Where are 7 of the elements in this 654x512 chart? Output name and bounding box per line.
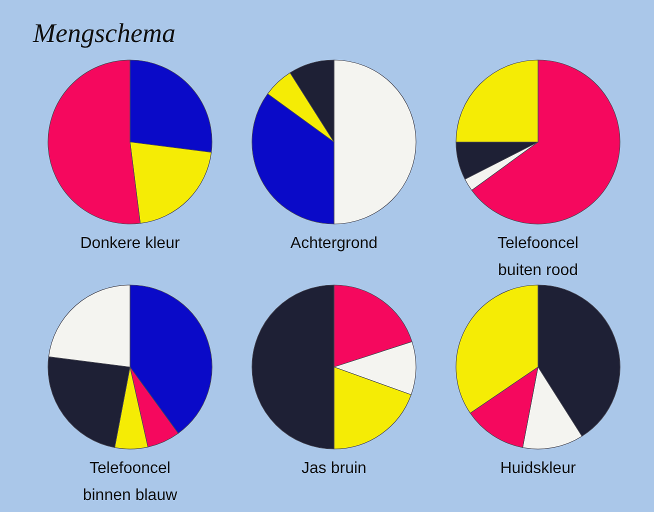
text: Achtergrond: [290, 235, 378, 252]
text: Mengschema: [32, 18, 176, 48]
text: Huidskleur: [500, 460, 576, 477]
text: Telefooncel buiten rood: [498, 235, 578, 279]
text: Telefooncel binnen blauw: [82, 460, 178, 504]
text: Jas bruin: [302, 460, 366, 477]
text: Donkere kleur: [80, 235, 180, 252]
